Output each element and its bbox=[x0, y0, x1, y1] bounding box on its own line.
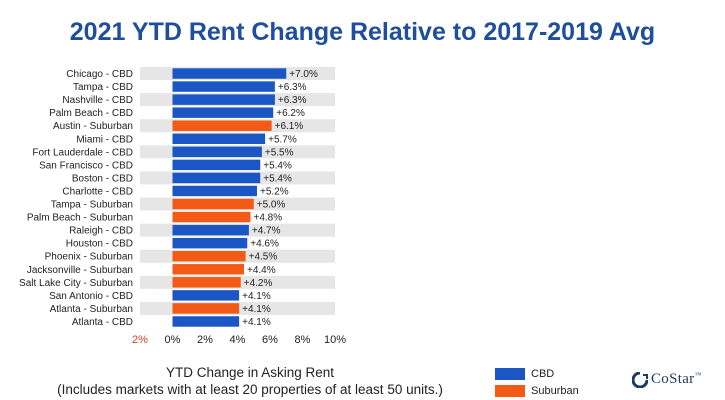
category-label: Raleigh - CBD bbox=[69, 226, 133, 237]
category-label: Charlotte - CBD bbox=[62, 186, 133, 197]
x-tick-label: 2% bbox=[132, 334, 148, 346]
x-tick-label: 0% bbox=[165, 334, 181, 346]
bar bbox=[172, 172, 261, 184]
data-label: +4.1% bbox=[242, 304, 271, 315]
data-label: +6.3% bbox=[278, 82, 307, 93]
bar bbox=[172, 264, 244, 275]
data-label: +6.2% bbox=[276, 108, 305, 119]
logo-text: CoStar bbox=[651, 371, 695, 387]
data-label: +6.1% bbox=[275, 121, 304, 132]
category-label: San Antonio - CBD bbox=[49, 291, 133, 302]
bar bbox=[172, 303, 240, 314]
category-label: San Francisco - CBD bbox=[39, 160, 133, 171]
x-axis-caption: YTD Change in Asking Rent (Includes mark… bbox=[25, 364, 475, 398]
chart-title: 2021 YTD Rent Change Relative to 2017-20… bbox=[69, 18, 656, 46]
x-axis-label: YTD Change in Asking Rent bbox=[165, 365, 335, 380]
bar bbox=[172, 251, 246, 262]
data-label: +4.2% bbox=[244, 278, 273, 289]
category-label: Nashville - CBD bbox=[62, 95, 133, 106]
category-label: Palm Beach - CBD bbox=[49, 108, 133, 119]
bar bbox=[172, 159, 261, 171]
data-label: +4.5% bbox=[249, 252, 278, 263]
category-label: Tampa - CBD bbox=[73, 82, 133, 93]
category-label: Atlanta - Suburban bbox=[50, 304, 133, 315]
category-label: Miami - CBD bbox=[76, 134, 133, 145]
data-label: +5.0% bbox=[257, 200, 286, 211]
bar bbox=[172, 94, 275, 105]
legend-label-suburban: Suburban bbox=[531, 385, 579, 397]
data-label: +5.5% bbox=[265, 147, 294, 158]
data-label: +5.7% bbox=[268, 134, 297, 145]
bar bbox=[172, 198, 254, 210]
bar bbox=[172, 146, 262, 158]
costar-logo-icon bbox=[632, 371, 648, 388]
x-tick-label: 2% bbox=[197, 334, 213, 346]
bar bbox=[172, 277, 241, 288]
category-label: Austin - Suburban bbox=[53, 121, 133, 132]
x-tick-label: 8% bbox=[295, 334, 311, 346]
data-label: +4.1% bbox=[242, 317, 271, 328]
bar bbox=[172, 133, 266, 144]
data-label: +7.0% bbox=[289, 69, 318, 80]
bar bbox=[172, 68, 287, 79]
category-label: Atlanta - CBD bbox=[72, 317, 133, 328]
data-label: +4.8% bbox=[254, 213, 283, 224]
bar bbox=[172, 211, 251, 223]
legend-item-suburban: Suburban bbox=[495, 385, 579, 398]
category-label: Houston - CBD bbox=[66, 239, 133, 250]
data-label: +4.6% bbox=[250, 239, 279, 250]
data-label: +5.2% bbox=[260, 186, 289, 197]
category-label: Boston - CBD bbox=[72, 173, 133, 184]
data-label: +5.4% bbox=[263, 160, 292, 171]
data-label: +4.1% bbox=[242, 291, 271, 302]
x-axis-note: (Includes markets with at least 20 prope… bbox=[57, 382, 443, 397]
legend-item-cbd: CBD bbox=[495, 368, 555, 381]
bar bbox=[172, 290, 240, 301]
legend-swatch-suburban bbox=[495, 385, 525, 398]
bar bbox=[172, 224, 249, 236]
bar bbox=[172, 316, 240, 327]
category-label: Palm Beach - Suburban bbox=[27, 213, 133, 224]
bar bbox=[172, 120, 272, 131]
bar bbox=[172, 107, 274, 118]
x-tick-label: 10% bbox=[324, 334, 346, 346]
data-label: +4.7% bbox=[252, 226, 281, 237]
logo-trademark: ™ bbox=[694, 371, 702, 379]
category-label: Tampa - Suburban bbox=[51, 200, 133, 211]
category-label: Salt Lake City - Suburban bbox=[19, 278, 133, 289]
data-label: +4.4% bbox=[247, 265, 276, 276]
x-tick-label: 4% bbox=[230, 334, 246, 346]
data-label: +6.3% bbox=[278, 95, 307, 106]
bar bbox=[172, 81, 275, 92]
category-label: Fort Lauderdale - CBD bbox=[32, 147, 133, 158]
category-label: Jacksonville - Suburban bbox=[27, 265, 133, 276]
data-label: +5.4% bbox=[263, 173, 292, 184]
bar bbox=[172, 237, 248, 249]
costar-logo: CoStar™ bbox=[632, 371, 702, 388]
legend-swatch-cbd bbox=[495, 368, 525, 381]
category-label: Phoenix - Suburban bbox=[45, 252, 133, 263]
legend-label-cbd: CBD bbox=[531, 368, 555, 380]
bar bbox=[172, 185, 257, 197]
x-tick-label: 6% bbox=[262, 334, 278, 346]
category-label: Chicago - CBD bbox=[66, 69, 133, 80]
